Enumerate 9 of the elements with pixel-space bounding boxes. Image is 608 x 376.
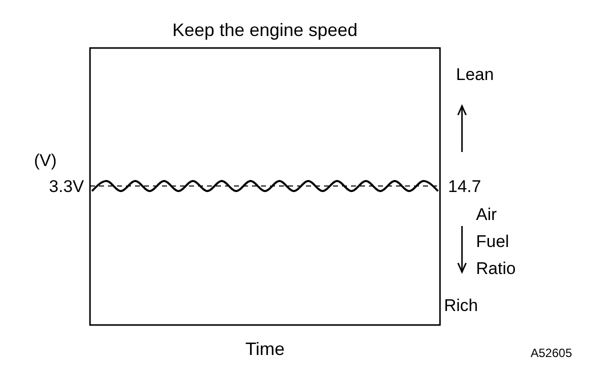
text: Rich [444, 296, 478, 315]
text: 14.7 [448, 177, 482, 196]
text: A52605 [530, 346, 572, 360]
text: (V) [34, 151, 57, 170]
text: Air Fuel Ratio [476, 205, 516, 278]
x-axis-title: Time [245, 339, 285, 359]
chart-title: Keep the engine speed [172, 20, 358, 40]
text: 3.3V [49, 177, 85, 196]
text: Lean [456, 65, 494, 84]
